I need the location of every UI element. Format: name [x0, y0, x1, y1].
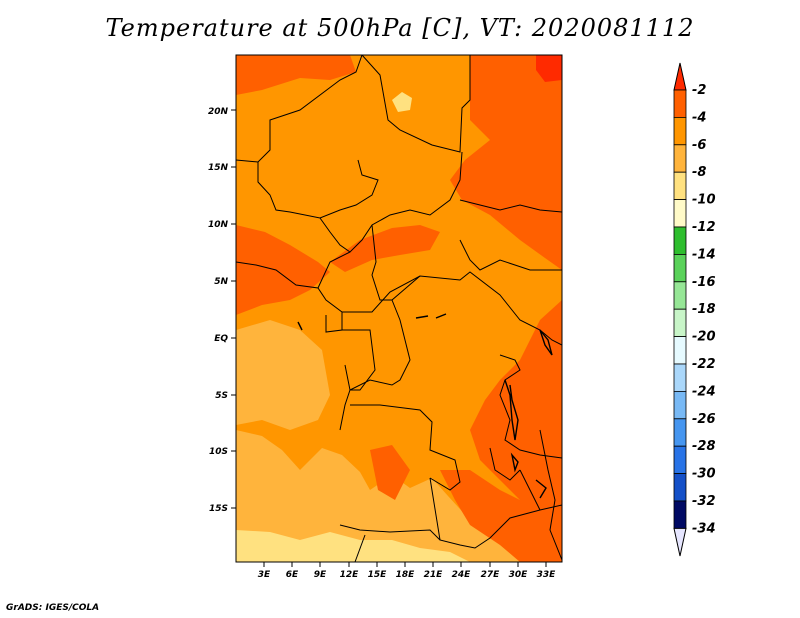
colorbar-label: -6	[692, 138, 706, 153]
lon-label: 3E	[258, 570, 271, 580]
lat-label: 10N	[208, 220, 229, 230]
field-cooler-south	[236, 430, 540, 562]
colorbar-label: -24	[692, 384, 716, 399]
field-warmest-northeast	[536, 55, 562, 82]
colorbar-label: -32	[692, 494, 716, 509]
colorbar-top-triangle	[673, 62, 687, 91]
colorbar-label: -18	[692, 302, 716, 317]
field-warmer-band	[330, 225, 440, 272]
field-warmer-angola	[370, 445, 410, 500]
colorbar-swatch	[673, 473, 687, 502]
field-cooler-west	[236, 320, 330, 430]
grads-credit: GrADS: IGES/COLA	[6, 603, 100, 613]
lat-label: 5S	[215, 391, 228, 401]
lat-label: 15S	[209, 504, 228, 514]
field-warmer-northeast	[450, 55, 562, 270]
lon-axis: 3E 6E 9E 12E 15E 18E 21E 24E 27E 30E 33E	[258, 562, 556, 580]
colorbar-label: -10	[692, 193, 716, 208]
colorbar-swatch	[673, 281, 687, 310]
lon-label: 21E	[424, 570, 444, 580]
colorbar-bottom-triangle	[673, 527, 687, 557]
lon-label: 27E	[481, 570, 501, 580]
colorbar-swatch	[673, 226, 687, 255]
lon-label: 24E	[452, 570, 472, 580]
field-coolest-north	[392, 92, 412, 112]
map-frame	[235, 54, 563, 563]
colorbar-swatch	[673, 308, 687, 338]
colorbar-label: -22	[692, 357, 716, 372]
colorbar-swatch	[673, 390, 687, 420]
lon-label: 12E	[340, 570, 360, 580]
lat-label: EQ	[214, 334, 228, 344]
lat-label: 10S	[209, 447, 228, 457]
colorbar-swatch	[673, 500, 687, 529]
colorbar-swatch	[673, 144, 687, 173]
lat-axis: 20N 15N 10N 5N EQ 5S 10S 15S	[208, 107, 236, 514]
chart-title: Temperature at 500hPa [C], VT: 202008111…	[105, 14, 695, 42]
colorbar-label: -14	[692, 247, 716, 262]
lat-label: 20N	[208, 107, 229, 117]
colorbar-label: -26	[692, 412, 716, 427]
lon-label: 6E	[286, 570, 299, 580]
lat-label: 5N	[214, 277, 228, 287]
colorbar-label: -4	[692, 110, 706, 125]
temperature-field	[236, 55, 562, 562]
colorbar-swatch	[673, 445, 687, 475]
field-warmer-south	[440, 470, 562, 562]
field-coolest-bottom	[236, 530, 470, 562]
lon-label: 33E	[537, 570, 557, 580]
colorbar-label: -12	[692, 220, 716, 235]
lat-label: 15N	[208, 163, 229, 173]
lon-label: 18E	[396, 570, 416, 580]
colorbar-label: -2	[692, 83, 706, 98]
country-borders	[236, 55, 562, 562]
field-warmer-east	[470, 300, 562, 540]
colorbar-label: -8	[692, 165, 706, 180]
colorbar-swatch	[673, 418, 687, 447]
colorbar-label: -30	[692, 467, 716, 482]
lakes	[297, 313, 553, 499]
colorbar-swatch	[673, 89, 687, 118]
colorbar-swatch	[673, 199, 687, 228]
lon-label: 30E	[509, 570, 529, 580]
colorbar-swatch	[673, 253, 687, 283]
colorbar-swatch	[673, 363, 687, 392]
colorbar-label: -28	[692, 439, 716, 454]
lon-label: 9E	[314, 570, 327, 580]
colorbar: -2 -4 -6 -8 -10 -12 -14 -16 -18 -20 -22 …	[673, 62, 716, 557]
colorbar-swatch	[673, 171, 687, 200]
field-warmer-north	[236, 55, 356, 95]
field-warmer-west	[236, 225, 330, 315]
colorbar-swatch	[673, 117, 687, 146]
colorbar-label: -34	[692, 521, 716, 536]
colorbar-label: -16	[692, 275, 716, 290]
lon-label: 15E	[368, 570, 388, 580]
colorbar-label: -20	[692, 330, 716, 345]
colorbar-swatch	[673, 336, 687, 365]
